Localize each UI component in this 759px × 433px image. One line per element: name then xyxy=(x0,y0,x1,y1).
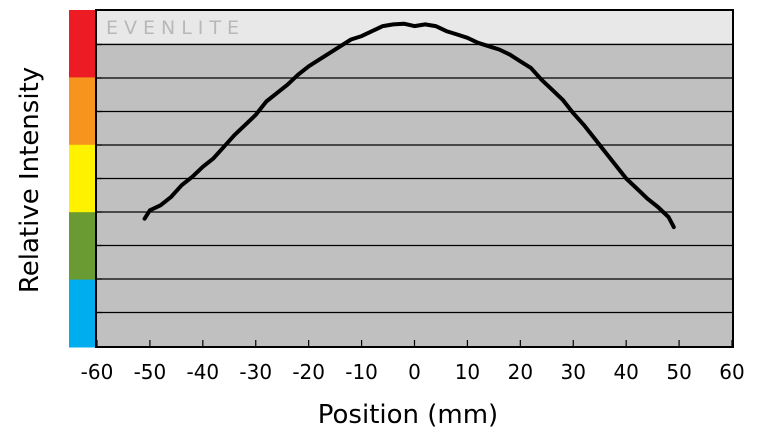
x-tick-label: 60 xyxy=(719,360,744,384)
x-tick-label: 30 xyxy=(561,360,586,384)
x-axis-title: Position (mm) xyxy=(318,400,498,430)
x-tick-label: -10 xyxy=(345,360,378,384)
x-tick-label: 0 xyxy=(408,360,421,384)
brand-logo-text: EVENLITE xyxy=(106,17,245,39)
x-tick-label: -40 xyxy=(186,360,219,384)
color-scale-segment xyxy=(69,144,95,213)
y-axis-ticks xyxy=(97,43,102,314)
color-scale-segment xyxy=(69,77,95,146)
x-tick-label: -30 xyxy=(239,360,272,384)
x-tick-label: -60 xyxy=(81,360,114,384)
series-line xyxy=(142,21,676,230)
x-axis-ticks xyxy=(96,340,733,346)
x-tick-label: 40 xyxy=(613,360,638,384)
gridlines xyxy=(97,43,732,314)
x-tick-label: 20 xyxy=(508,360,533,384)
intensity-color-scale xyxy=(69,10,95,348)
y-axis-title: Relative Intensity xyxy=(15,67,45,293)
x-tick-label: 50 xyxy=(666,360,691,384)
color-scale-segment xyxy=(69,10,95,78)
x-tick-labels: -60 -50 -40 -30 -20 -10 0 10 20 30 40 50 60 xyxy=(81,360,745,384)
x-tick-label: 10 xyxy=(455,360,480,384)
x-tick-label: -50 xyxy=(134,360,167,384)
color-scale-segment xyxy=(69,212,95,281)
x-tick-label: -20 xyxy=(292,360,325,384)
color-scale-segment xyxy=(69,279,95,348)
